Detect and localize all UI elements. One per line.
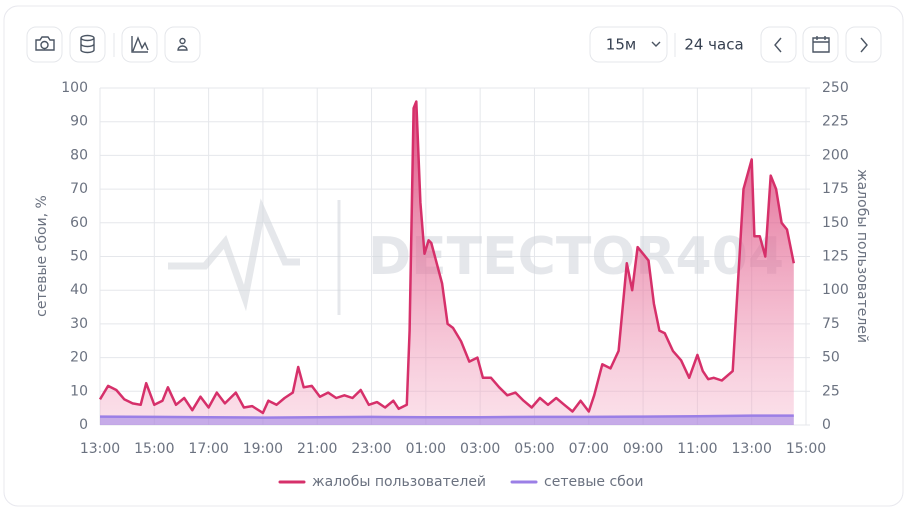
prev-button[interactable] bbox=[760, 26, 797, 63]
user-button[interactable] bbox=[164, 26, 201, 63]
interval-select[interactable] bbox=[589, 26, 668, 63]
y-tick-label: 70 bbox=[70, 181, 88, 197]
x-tick-label: 15:00 bbox=[786, 441, 826, 457]
x-tick-label: 15:00 bbox=[134, 441, 174, 457]
x-tick-label: 11:00 bbox=[677, 441, 717, 457]
chart-icon bbox=[131, 36, 149, 53]
y2-tick-label: 125 bbox=[822, 249, 849, 265]
watermark-logo bbox=[168, 198, 300, 312]
range-label[interactable]: 24 часа bbox=[684, 36, 743, 54]
x-tick-label: 17:00 bbox=[188, 441, 228, 457]
camera-button[interactable] bbox=[26, 26, 63, 63]
x-tick-label: 13:00 bbox=[80, 441, 120, 457]
y-tick-label: 20 bbox=[70, 350, 88, 366]
x-tick-label: 01:00 bbox=[406, 441, 446, 457]
data-icon bbox=[80, 34, 95, 54]
next-icon bbox=[860, 37, 868, 53]
y-tick-label: 30 bbox=[70, 316, 88, 332]
y2-tick-label: 25 bbox=[822, 383, 840, 399]
y2-axis-title: жалобы пользователей bbox=[854, 169, 870, 343]
y-tick-label: 100 bbox=[61, 80, 88, 96]
y-axis-title: сетевые сбои, % bbox=[34, 195, 50, 317]
y-tick-label: 60 bbox=[70, 215, 88, 231]
legend-label: сетевые сбои bbox=[544, 474, 643, 490]
plot bbox=[98, 100, 796, 425]
y-tick-label: 10 bbox=[70, 383, 88, 399]
x-tick-label: 23:00 bbox=[351, 441, 391, 457]
calendar-button[interactable] bbox=[802, 26, 839, 63]
x-tick-label: 05:00 bbox=[514, 441, 554, 457]
dropdown-icon bbox=[651, 41, 661, 47]
x-tick-label: 21:00 bbox=[297, 441, 337, 457]
y2-tick-label: 175 bbox=[822, 181, 849, 197]
legend: жалобы пользователей сетевые сбои bbox=[278, 474, 643, 490]
interval-label: 15м bbox=[606, 36, 636, 54]
series-line bbox=[98, 100, 796, 415]
y2-tick-label: 100 bbox=[822, 282, 849, 298]
y2-tick-label: 0 bbox=[822, 417, 831, 433]
prev-icon bbox=[774, 37, 782, 53]
y2-tick-label: 75 bbox=[822, 316, 840, 332]
x-tick-label: 03:00 bbox=[460, 441, 500, 457]
y2-tick-label: 200 bbox=[822, 147, 849, 163]
legend-label: жалобы пользователей bbox=[312, 474, 486, 490]
y-tick-label: 90 bbox=[70, 114, 88, 130]
y-tick-label: 0 bbox=[79, 417, 88, 433]
y-tick-label: 80 bbox=[70, 147, 88, 163]
user-icon bbox=[177, 37, 188, 51]
y2-tick-label: 225 bbox=[822, 114, 849, 130]
x-tick-label: 19:00 bbox=[243, 441, 283, 457]
y-tick-label: 50 bbox=[70, 249, 88, 265]
y-tick-label: 40 bbox=[70, 282, 88, 298]
x-tick-label: 13:00 bbox=[732, 441, 772, 457]
series-line bbox=[99, 414, 794, 419]
y2-tick-label: 150 bbox=[822, 215, 849, 231]
y2-tick-label: 50 bbox=[822, 350, 840, 366]
calendar-icon bbox=[812, 36, 830, 53]
next-button[interactable] bbox=[845, 26, 882, 63]
x-tick-label: 09:00 bbox=[623, 441, 663, 457]
chart-button[interactable] bbox=[121, 26, 158, 63]
camera-icon bbox=[35, 36, 55, 51]
data-button[interactable] bbox=[69, 26, 106, 63]
toolbar: 15м 24 часа bbox=[26, 26, 882, 63]
y2-tick-label: 250 bbox=[822, 80, 849, 96]
x-tick-label: 07:00 bbox=[569, 441, 609, 457]
